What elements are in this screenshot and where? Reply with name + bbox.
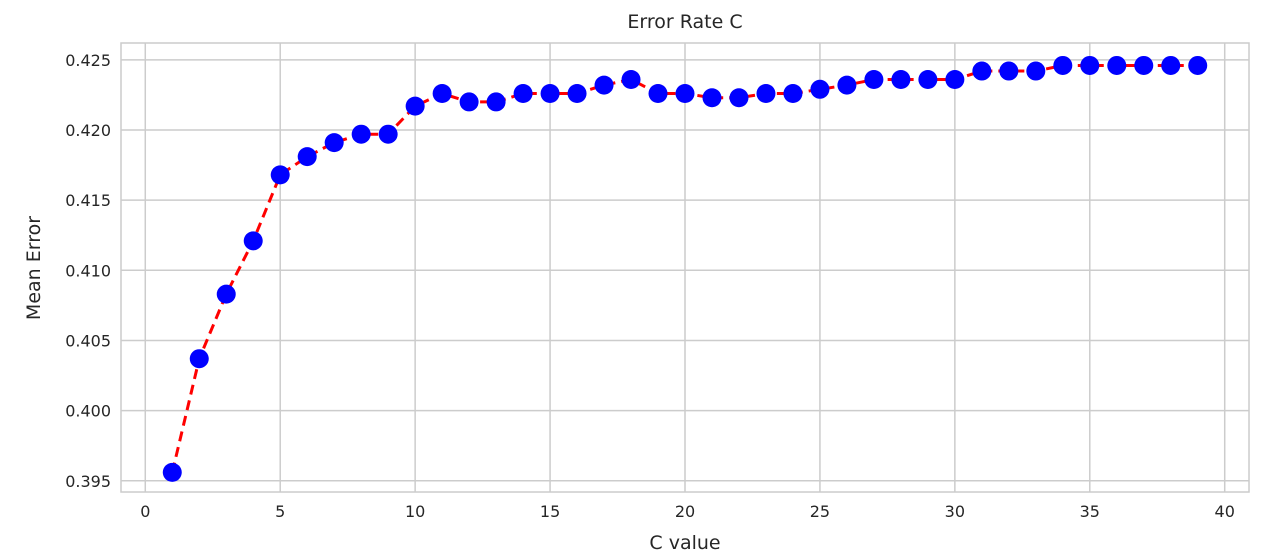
x-tick-label: 35 <box>1080 502 1100 521</box>
y-tick-label: 0.420 <box>65 121 111 140</box>
data-point <box>459 92 479 112</box>
data-point <box>1188 55 1208 75</box>
data-point <box>1080 55 1100 75</box>
y-tick-label: 0.405 <box>65 331 111 350</box>
data-point <box>594 75 614 95</box>
x-tick-label: 5 <box>275 502 285 521</box>
y-tick-label: 0.400 <box>65 402 111 421</box>
data-point <box>918 69 938 89</box>
data-point <box>1107 55 1127 75</box>
y-tick-label: 0.395 <box>65 472 111 491</box>
x-tick-label: 15 <box>540 502 560 521</box>
data-point <box>1026 61 1046 81</box>
data-point <box>351 124 371 144</box>
data-point <box>1134 55 1154 75</box>
data-point <box>1161 55 1181 75</box>
data-point <box>162 462 182 482</box>
data-point <box>486 92 506 112</box>
data-point <box>297 147 317 167</box>
data-point <box>891 69 911 89</box>
data-point <box>621 69 641 89</box>
data-point <box>1053 55 1073 75</box>
data-point <box>432 84 452 104</box>
data-point <box>243 231 263 251</box>
plot-frame <box>120 42 1250 493</box>
y-tick-label: 0.410 <box>65 261 111 280</box>
data-point <box>540 84 560 104</box>
y-tick-label: 0.425 <box>65 51 111 70</box>
x-axis-ticks: 0 5 10 15 20 25 30 35 40 <box>140 502 1235 521</box>
data-point <box>513 84 533 104</box>
series-markers <box>162 55 1208 482</box>
data-point <box>270 165 290 185</box>
data-point <box>945 69 965 89</box>
y-tick-label: 0.415 <box>65 191 111 210</box>
data-point <box>405 96 425 116</box>
x-tick-label: 0 <box>140 502 150 521</box>
y-axis-title: Mean Error <box>23 216 45 320</box>
chart-title: Error Rate C <box>627 11 742 33</box>
x-axis-title: C value <box>649 532 720 554</box>
data-point <box>729 88 749 108</box>
y-axis-ticks: 0.395 0.400 0.405 0.410 0.415 0.420 0.425 <box>65 51 111 491</box>
x-tick-label: 10 <box>405 502 425 521</box>
data-point <box>972 61 992 81</box>
data-point <box>810 79 830 99</box>
x-tick-label: 25 <box>810 502 830 521</box>
data-point <box>648 84 668 104</box>
x-tick-label: 30 <box>945 502 965 521</box>
gridlines <box>121 43 1249 492</box>
data-point <box>675 84 695 104</box>
data-point <box>567 84 587 104</box>
data-point <box>837 75 857 95</box>
data-point <box>783 84 803 104</box>
data-point <box>324 133 344 153</box>
data-point <box>756 84 776 104</box>
data-point <box>378 124 398 144</box>
x-tick-label: 20 <box>675 502 695 521</box>
data-point <box>189 349 209 369</box>
x-tick-label: 40 <box>1215 502 1235 521</box>
data-point <box>702 88 722 108</box>
data-point <box>864 69 884 89</box>
data-point <box>999 61 1019 81</box>
data-point <box>216 284 236 304</box>
